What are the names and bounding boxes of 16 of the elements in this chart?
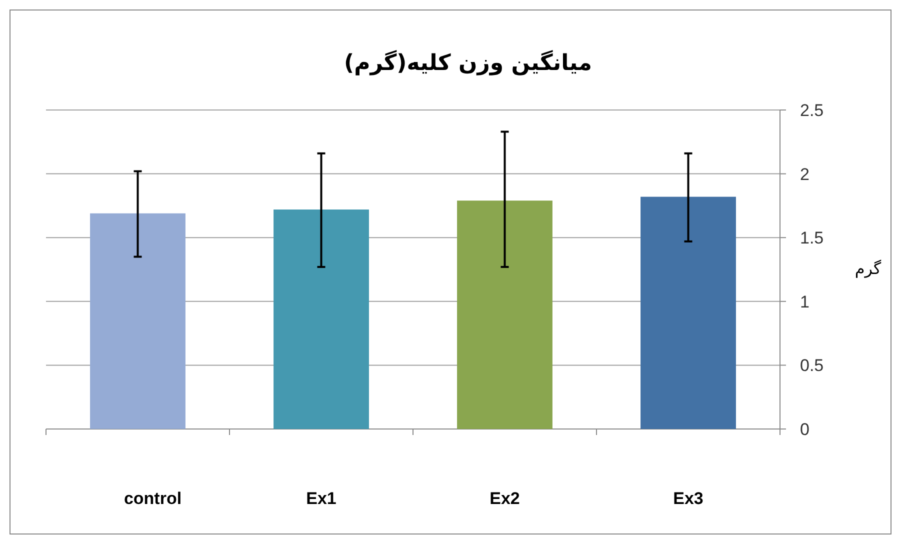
x-tick-label: Ex2 [490, 489, 520, 508]
bar [274, 210, 369, 429]
bar [640, 196, 736, 429]
x-tick-label: Ex1 [306, 489, 336, 508]
chart-title: میانگین وزن کلیه(گرم) [344, 49, 592, 76]
y-tick-label: 0.5 [800, 356, 824, 376]
bar [90, 213, 186, 429]
x-tick-label: Ex3 [673, 489, 704, 508]
y-tick-label: 1.5 [800, 228, 824, 248]
bar [457, 200, 552, 429]
y-tick-label: 2.5 [800, 100, 824, 120]
x-tick-label: control [124, 489, 182, 508]
y-tick-label: 2 [800, 164, 810, 184]
y-axis-title: گرم [854, 259, 882, 278]
y-tick-label: 0 [800, 420, 810, 439]
y-tick-label: 1 [800, 292, 810, 312]
